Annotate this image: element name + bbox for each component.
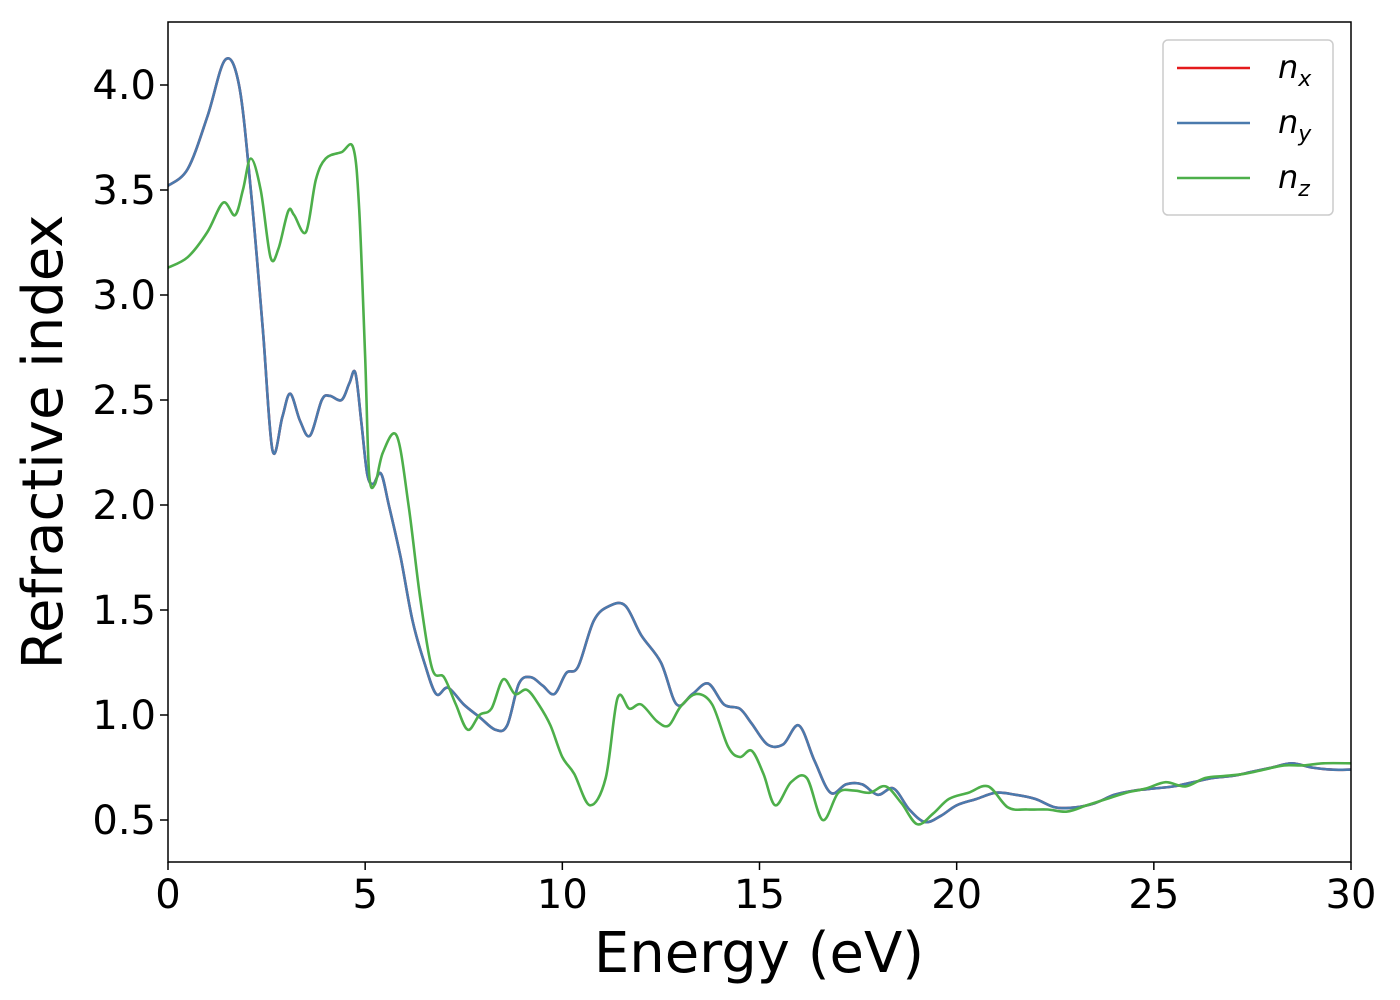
y-tick-label: 1.0 [92, 693, 156, 739]
legend-label-subscript: z [1297, 177, 1310, 202]
x-tick-label: 5 [352, 872, 377, 918]
legend-label-x: nx [1278, 48, 1312, 92]
x-tick-label: 10 [537, 872, 588, 918]
legend-label-y: ny [1278, 103, 1312, 147]
y-tick-label: 0.5 [92, 798, 156, 844]
legend-box [1162, 39, 1334, 216]
legend-label-base: n [1278, 103, 1298, 141]
x-tick-label: 0 [155, 872, 180, 918]
y-axis-ticks: 0.5 1.0 1.5 2.0 2.5 3.0 3.5 4.0 [92, 63, 168, 844]
legend-label-base: n [1278, 158, 1298, 196]
x-axis-ticks: 0 5 10 15 20 25 30 [155, 862, 1376, 918]
series-group [168, 57, 1351, 826]
x-tick-label: 25 [1128, 872, 1179, 918]
y-tick-label: 3.0 [92, 273, 156, 319]
y-tick-label: 1.5 [92, 588, 156, 634]
x-tick-label: 30 [1326, 872, 1377, 918]
legend-label-z: nz [1278, 158, 1310, 202]
x-axis-label: Energy (eV) [594, 921, 924, 986]
x-tick-label: 15 [734, 872, 785, 918]
y-tick-label: 4.0 [92, 63, 156, 109]
y-tick-label: 3.5 [92, 168, 156, 214]
y-tick-label: 2.5 [92, 378, 156, 424]
y-axis-label: Refractive index [11, 215, 76, 670]
series-line-n-z [168, 142, 1351, 826]
legend-label-subscript: x [1297, 67, 1312, 92]
legend-label-base: n [1278, 48, 1298, 86]
plot-area [168, 22, 1351, 862]
legend-label-subscript: y [1297, 122, 1312, 147]
y-tick-label: 2.0 [92, 483, 156, 529]
x-tick-label: 20 [931, 872, 982, 918]
